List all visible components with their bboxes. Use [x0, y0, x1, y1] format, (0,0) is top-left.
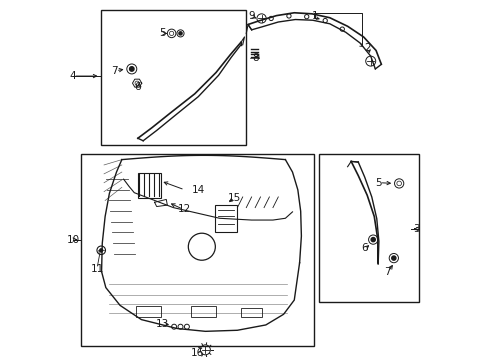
Text: 7: 7	[384, 267, 390, 276]
Circle shape	[179, 32, 182, 35]
Text: 9: 9	[248, 10, 254, 21]
Text: 14: 14	[191, 185, 204, 195]
Text: 16: 16	[190, 348, 204, 358]
Text: 1: 1	[312, 10, 318, 21]
Bar	[101, 10, 246, 145]
Bar	[136, 306, 161, 317]
Circle shape	[391, 256, 395, 260]
Bar	[214, 205, 237, 232]
Bar	[241, 308, 262, 317]
Text: 5: 5	[375, 178, 382, 188]
Text: 6: 6	[134, 82, 141, 92]
Bar	[138, 173, 160, 198]
Circle shape	[100, 249, 102, 252]
Text: 13: 13	[156, 319, 169, 329]
Text: 10: 10	[66, 235, 80, 244]
Text: 2: 2	[363, 42, 370, 53]
Bar	[191, 306, 216, 317]
Text: 12: 12	[177, 204, 190, 215]
Bar	[81, 154, 313, 346]
Text: 11: 11	[90, 264, 103, 274]
Circle shape	[129, 67, 134, 71]
Text: 6: 6	[361, 243, 367, 253]
Text: 4: 4	[70, 71, 76, 81]
Text: 8: 8	[251, 53, 258, 63]
Bar	[319, 154, 418, 302]
Text: 15: 15	[227, 193, 241, 203]
Circle shape	[370, 238, 374, 242]
Text: 7: 7	[111, 66, 118, 76]
Text: 3: 3	[413, 224, 419, 234]
Text: 5: 5	[159, 28, 165, 39]
